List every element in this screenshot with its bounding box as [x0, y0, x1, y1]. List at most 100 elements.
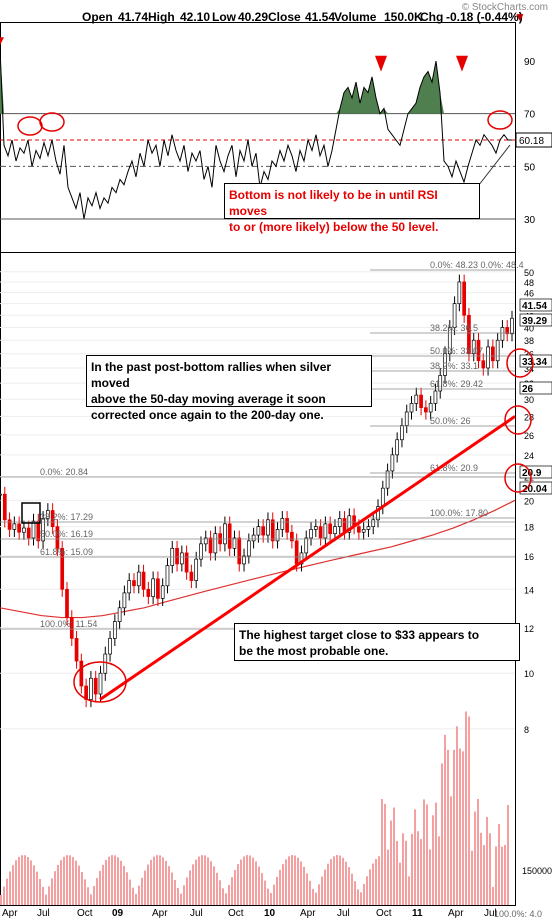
volume-bar — [126, 872, 128, 905]
price-candle-body — [290, 531, 294, 542]
volume-bar — [0, 895, 2, 905]
volume-bar — [252, 857, 254, 905]
price-tick-label: 40 — [524, 323, 534, 333]
high-label: High — [148, 10, 175, 24]
price-candle-body — [409, 403, 414, 413]
support-trend-line — [99, 415, 516, 701]
red-arrow-icon — [456, 55, 468, 72]
highlight-circle — [39, 112, 65, 132]
price-candle-body — [31, 520, 36, 539]
volume-bar — [288, 856, 290, 905]
price-candle-body — [419, 394, 423, 409]
x-tick-label: 10 — [264, 908, 276, 919]
volume-bar — [405, 840, 407, 905]
price-candle-body — [390, 454, 395, 472]
volume-bar — [438, 836, 440, 905]
volume-bar — [12, 865, 14, 905]
volume-bar — [216, 872, 218, 905]
price-candle-body — [184, 552, 189, 573]
volume-bar — [471, 850, 473, 905]
volume-bar — [45, 894, 47, 905]
price-candle-body — [424, 407, 428, 413]
fib-level-label: 100.0%: 17.80 — [430, 508, 488, 518]
fib-level-label: 61.8%: 15.09 — [40, 547, 93, 557]
chg-arrow-icon: ▼ — [514, 10, 526, 24]
price-candle-body — [50, 510, 55, 527]
rally-annotation-line2: above the 50-day moving average it soon — [91, 392, 326, 406]
price-candle-body — [323, 523, 328, 539]
volume-bar — [81, 871, 83, 905]
price-candle-body — [404, 411, 409, 426]
volume-bar — [18, 856, 20, 905]
volume-bar — [399, 862, 401, 905]
price-candle-body — [242, 555, 246, 565]
price-candle-body — [443, 353, 447, 376]
volume-bar — [282, 863, 284, 905]
fib-level-label: 38.2%: 33.1 — [430, 361, 478, 371]
volume-bar — [456, 726, 458, 905]
volume-bar — [90, 894, 92, 905]
volume-bar — [348, 867, 350, 905]
volume-bar — [312, 888, 314, 905]
price-candle-body — [65, 588, 69, 618]
price-candle-body — [270, 519, 275, 542]
volume-bar — [42, 886, 44, 905]
volume-bar — [330, 859, 332, 905]
volume-axis-label: 150000 — [522, 866, 552, 876]
price-candle-body — [414, 394, 419, 404]
volume-bar — [159, 855, 161, 905]
volume-bar — [180, 893, 182, 905]
volume-bar — [387, 849, 389, 905]
volume-bar — [378, 856, 380, 905]
volume-bar — [408, 876, 410, 905]
fib-level-label: 0.0%: 20.84 — [40, 467, 88, 477]
volume-bar — [258, 866, 260, 905]
price-tick-label: 48 — [524, 278, 534, 288]
volume-bar — [165, 860, 167, 905]
volume-bar — [66, 855, 68, 905]
volume-bar — [144, 870, 146, 905]
volume-bar — [315, 892, 317, 905]
volume-bar — [501, 846, 503, 905]
volume-bar — [87, 887, 89, 905]
volume-bar — [435, 802, 437, 905]
volume-bar — [321, 876, 323, 905]
price-candle-body — [452, 303, 457, 328]
volume-bar — [354, 881, 356, 905]
price-tick-label: 30 — [524, 395, 534, 405]
price-candle-body — [194, 558, 199, 581]
volume-bar — [477, 798, 479, 905]
price-candle-body — [117, 607, 122, 622]
volume-bar — [303, 866, 305, 905]
highlight-box — [21, 502, 41, 524]
price-candle-body — [371, 519, 376, 527]
price-candle-body — [471, 339, 476, 355]
close-value: 41.54 — [305, 10, 336, 24]
volume-bar — [507, 805, 509, 905]
fib-level-label: 61.8%: 20.9 — [430, 463, 478, 473]
x-tick-label: Oct — [77, 908, 93, 919]
price-candle-body — [457, 281, 462, 305]
volume-bar — [207, 857, 209, 905]
highlight-circle — [504, 463, 532, 493]
volume-bar — [306, 873, 308, 905]
volume-bar — [366, 876, 368, 905]
price-candle-body — [17, 523, 21, 533]
price-tick-label: 12 — [524, 624, 534, 634]
price-label-box — [519, 481, 552, 495]
volume-bar — [186, 877, 188, 905]
price-candle-body — [203, 537, 208, 545]
volume-bar — [447, 749, 449, 905]
price-candle-body — [122, 592, 127, 609]
volume-bar — [24, 855, 26, 905]
red-arrow-icon — [375, 55, 387, 72]
price-candle-body — [60, 547, 65, 590]
price-candle-body — [261, 526, 266, 536]
price-candle-body — [256, 526, 261, 536]
price-candle-body — [141, 571, 146, 590]
price-tick-label: 14 — [524, 585, 534, 595]
price-label: 20.9 — [522, 468, 542, 479]
volume-bar — [432, 815, 434, 905]
price-label: 20.04 — [522, 484, 547, 495]
price-candle-body — [309, 529, 313, 539]
